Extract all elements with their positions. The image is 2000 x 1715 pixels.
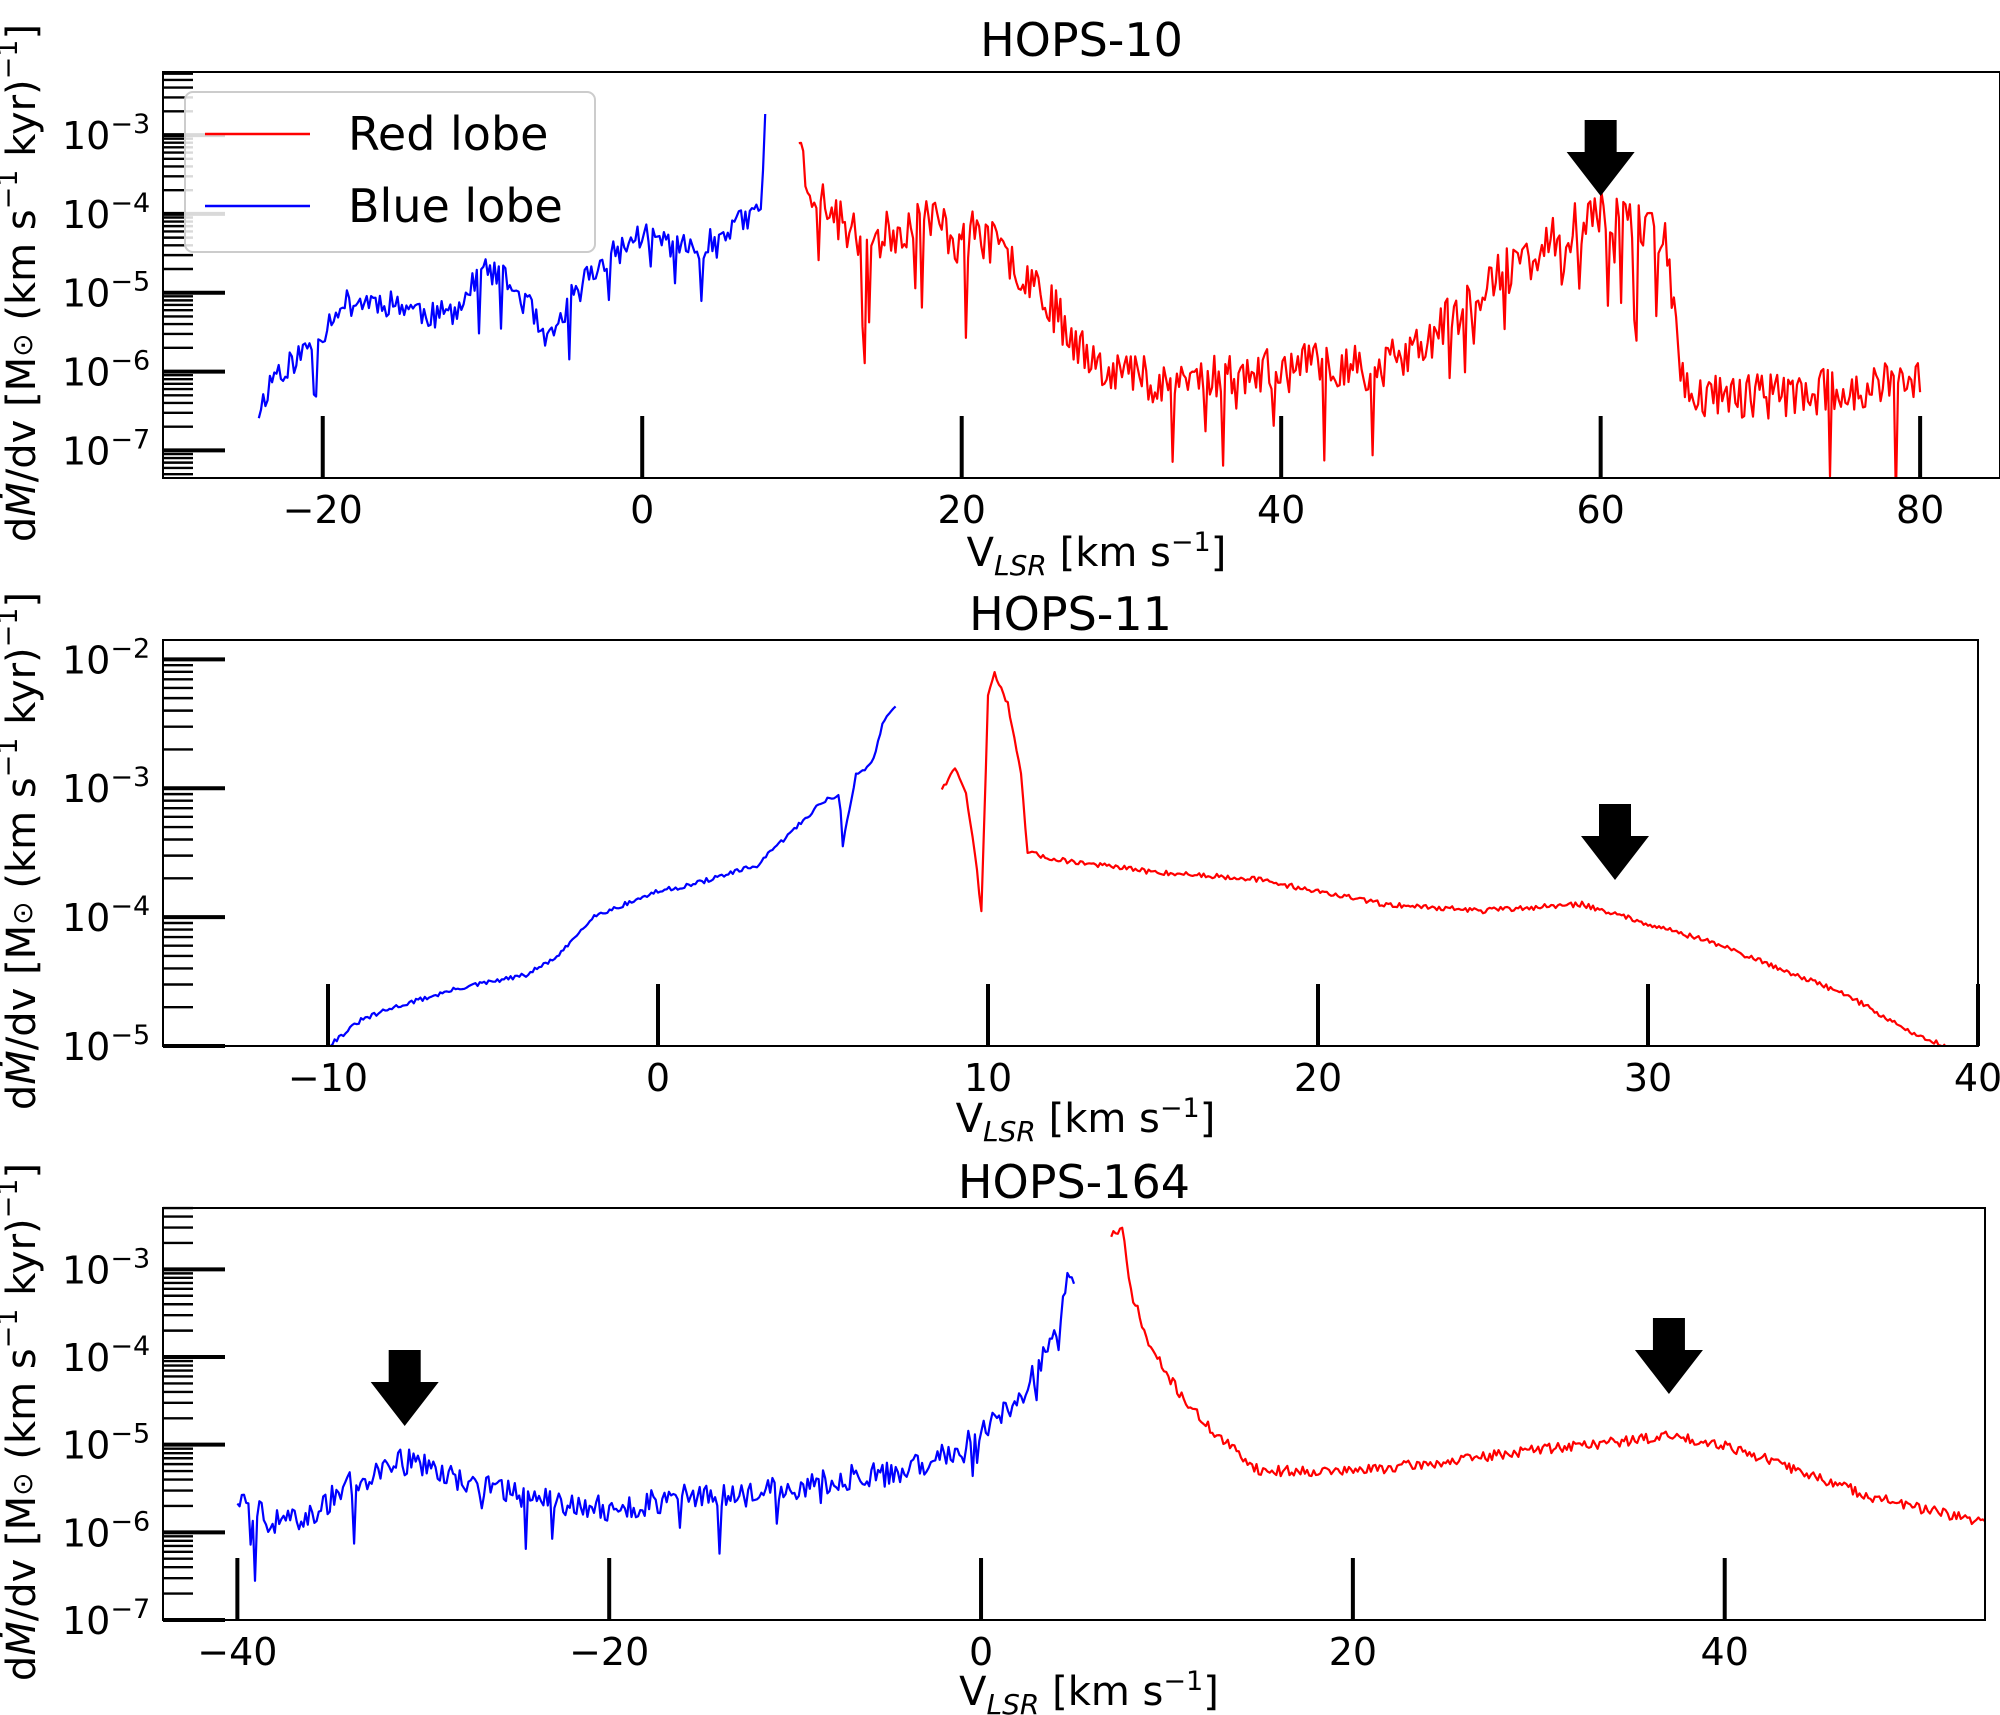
chart-title: HOPS-164 (958, 1155, 1190, 1209)
legend: Red lobe Blue lobe (184, 91, 596, 253)
x-axis-label: VLSR [km s−1] (959, 1666, 1219, 1715)
chart-title: HOPS-11 (969, 587, 1172, 641)
plot-frame (162, 71, 2000, 479)
plot-frame (162, 1207, 1986, 1621)
y-tick-label: 10−4 (62, 891, 150, 940)
series-line-blue-lobe (236, 1271, 1076, 1582)
chart-panel-3: HOPS-164 −40 −20 0 20 40 10−7 10−6 10−5 10−4 10−3 V… (0, 1155, 1986, 1715)
chart-title: HOPS-10 (980, 13, 1183, 67)
x-tick-label: 0 (630, 488, 654, 532)
y-tick-label: 10−3 (62, 1243, 150, 1292)
series-line-blue-lobe (257, 113, 767, 419)
y-axis-label: dṀ/dv [M⊙ (km s−1 kyr)−1] (0, 1163, 45, 1681)
legend-label: Blue lobe (348, 179, 563, 233)
y-tick-label: 10−6 (62, 346, 150, 395)
series-line-red-lobe (940, 671, 1946, 1046)
arrow-marker-icon (1566, 120, 1635, 196)
x-tick-label: −20 (569, 1630, 649, 1674)
y-tick-label: 10−2 (62, 633, 150, 682)
x-tick-label: 60 (1576, 488, 1624, 532)
y-axis-label: dṀ/dv [M⊙ (km s−1 kyr)−1] (0, 592, 45, 1110)
y-tick-label: 10−7 (62, 424, 150, 473)
legend-label: Red lobe (348, 107, 548, 161)
y-tick-label: 10−5 (62, 1419, 150, 1468)
x-tick-label: 20 (1329, 1630, 1377, 1674)
x-tick-label: 0 (969, 1630, 993, 1674)
x-axis-label: VLSR [km s−1] (967, 527, 1227, 582)
chart-panel-2: HOPS-11 −10 0 10 20 30 40 10−5 10−4 10−3 10−2 VLSR … (0, 587, 2000, 1148)
y-tick-label: 10−5 (62, 267, 150, 316)
y-tick-label: 10−3 (62, 109, 150, 158)
y-tick-label: 10−6 (62, 1506, 150, 1555)
y-tick-label: 10−4 (62, 1331, 150, 1380)
arrow-marker-icon (370, 1350, 439, 1426)
x-tick-label: 40 (1954, 1056, 2000, 1100)
x-tick-label: −10 (288, 1056, 368, 1100)
x-tick-label: 40 (1701, 1630, 1749, 1674)
x-tick-label: 30 (1624, 1056, 1672, 1100)
legend-box (184, 91, 596, 253)
y-tick-label: 10−4 (62, 188, 150, 237)
arrow-marker-icon (1581, 804, 1649, 880)
arrow-marker-icon (1634, 1318, 1703, 1394)
x-tick-label: 10 (964, 1056, 1012, 1100)
x-tick-label: −40 (197, 1630, 277, 1674)
x-tick-label: 40 (1257, 488, 1305, 532)
plot-frame (162, 639, 1979, 1047)
chart-panel-1: HOPS-10 −20 0 20 40 60 80 10−7 10−6 10−5 10−4 10−3 V… (0, 13, 2000, 582)
series-line-red-lobe (798, 141, 1922, 478)
x-tick-label: −20 (283, 488, 363, 532)
y-tick-label: 10−3 (62, 762, 150, 811)
x-tick-label: 20 (1294, 1056, 1342, 1100)
x-axis-label: VLSR [km s−1] (956, 1093, 1216, 1148)
x-tick-label: 0 (646, 1056, 670, 1100)
x-tick-label: 20 (938, 488, 986, 532)
series-line-red-lobe (1110, 1226, 1985, 1526)
x-tick-label: 80 (1896, 488, 1944, 532)
y-axis-label: dṀ/dv [M⊙ (km s−1 kyr)−1] (0, 24, 45, 542)
series-line-blue-lobe (327, 705, 897, 1046)
y-tick-label: 10−5 (62, 1020, 150, 1069)
y-tick-label: 10−7 (62, 1594, 150, 1643)
